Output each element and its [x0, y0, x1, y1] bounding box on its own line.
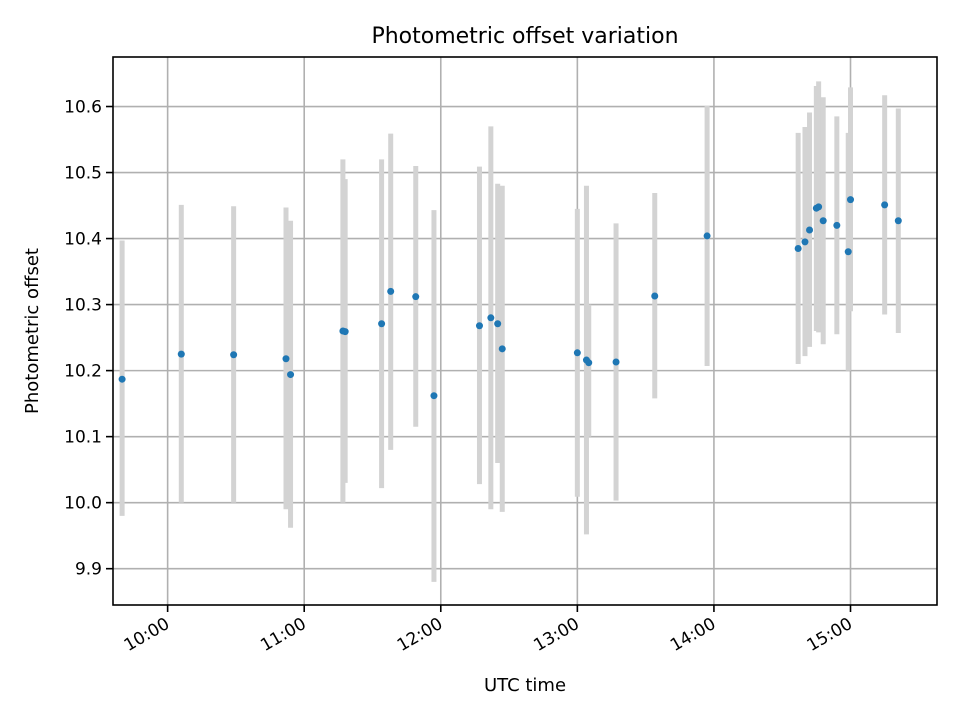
- data-point: [230, 351, 238, 359]
- data-point: [118, 375, 126, 383]
- data-point: [585, 359, 593, 367]
- data-point: [651, 292, 659, 300]
- x-tick-label: 13:00: [530, 614, 582, 656]
- y-tick-label: 10.2: [64, 362, 102, 382]
- data-point: [475, 322, 483, 330]
- x-tick-label: 14:00: [667, 614, 719, 656]
- data-point: [612, 358, 620, 366]
- y-tick-label: 10.0: [64, 494, 102, 514]
- y-tick-label: 9.9: [75, 560, 102, 580]
- data-point: [430, 392, 438, 400]
- x-tick-label: 11:00: [257, 614, 309, 656]
- x-tick-label: 12:00: [394, 614, 446, 656]
- data-point: [412, 293, 420, 301]
- data-point: [844, 248, 852, 256]
- data-point: [341, 328, 349, 336]
- x-tick-label: 10:00: [121, 614, 173, 656]
- data-point: [378, 320, 386, 328]
- data-point: [806, 226, 814, 234]
- data-point: [881, 201, 889, 209]
- x-axis-label: UTC time: [484, 675, 566, 696]
- data-point: [801, 238, 809, 246]
- y-tick-label: 10.5: [64, 164, 102, 184]
- data-point: [487, 314, 495, 322]
- data-point: [287, 371, 295, 379]
- y-tick-label: 10.4: [64, 230, 102, 250]
- chart-title: Photometric offset variation: [371, 24, 678, 49]
- data-point: [177, 350, 185, 358]
- y-tick-label: 10.1: [64, 428, 102, 448]
- data-point: [847, 196, 855, 204]
- data-point: [498, 345, 506, 353]
- data-point: [794, 244, 802, 252]
- data-point: [815, 203, 823, 211]
- error-bars: [119, 81, 901, 582]
- plot-frame: [112, 56, 938, 606]
- x-tick-label: 15:00: [804, 614, 856, 656]
- y-tick-label: 10.6: [64, 98, 102, 118]
- data-point: [894, 217, 902, 225]
- grid-lines: [113, 57, 937, 605]
- y-tick-label: 10.3: [64, 296, 102, 316]
- data-point: [387, 287, 395, 295]
- data-point: [703, 232, 711, 240]
- data-point: [819, 217, 827, 225]
- data-point: [833, 221, 841, 229]
- data-point: [494, 320, 502, 328]
- y-axis-label: Photometric offset: [22, 248, 43, 414]
- data-points: [118, 196, 902, 400]
- data-point: [573, 349, 581, 357]
- data-point: [282, 355, 290, 363]
